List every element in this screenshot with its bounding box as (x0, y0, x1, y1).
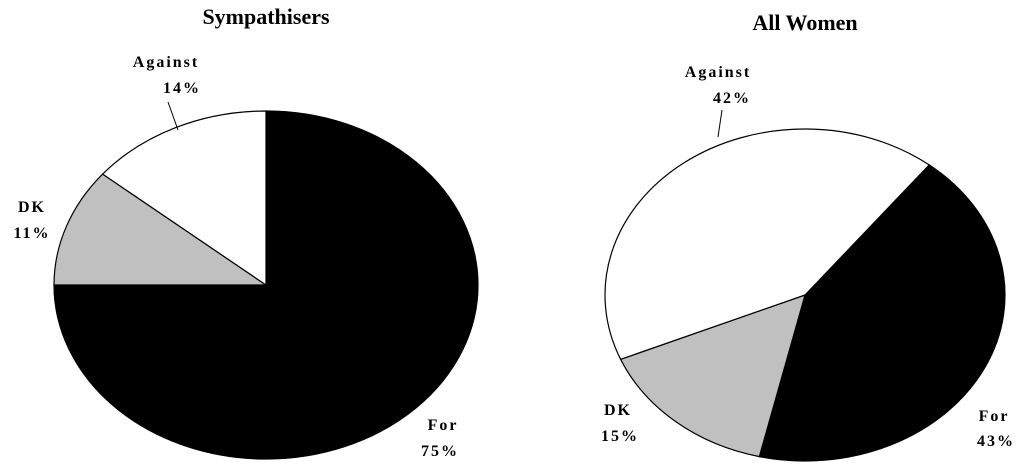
pie-slice-against (604, 128, 931, 361)
pie-slice-against (101, 110, 267, 287)
slice-value-against: 42% (713, 90, 751, 107)
slice-label-dk: DK (604, 402, 632, 419)
slice-label-for: For (428, 417, 459, 434)
chart-title: Sympathisers (202, 4, 330, 29)
slice-label-for: For (979, 408, 1010, 425)
slice-value-for: 75% (421, 443, 459, 460)
slice-label-dk: DK (18, 199, 46, 216)
pie-slice-for (758, 164, 1006, 462)
slice-label-against: Against (133, 54, 199, 71)
pie-slice-for (53, 110, 479, 460)
chart-title: All Women (752, 10, 857, 35)
sympathisers-pie-chart: Sympathisers Against 14% DK 11% For 75% (13, 4, 479, 460)
against-leader-line (717, 109, 723, 138)
slice-value-for: 43% (977, 433, 1015, 450)
slice-value-against: 14% (163, 80, 201, 97)
against-leader-line (167, 101, 179, 131)
slice-value-dk: 11% (13, 225, 50, 242)
all-women-pie-chart: All Women Against 42% DK 15% For 43% (601, 10, 1015, 462)
slice-label-against: Against (685, 64, 751, 81)
slice-value-dk: 15% (601, 428, 639, 445)
pie-slice-dk (619, 294, 806, 458)
pie-slice-dk (53, 173, 268, 286)
